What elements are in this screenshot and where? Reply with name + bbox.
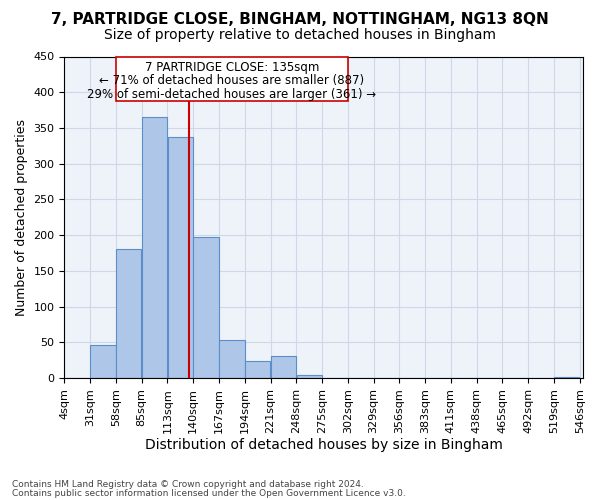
Text: 7 PARTRIDGE CLOSE: 135sqm: 7 PARTRIDGE CLOSE: 135sqm (145, 61, 319, 74)
Text: Size of property relative to detached houses in Bingham: Size of property relative to detached ho… (104, 28, 496, 42)
Bar (296, 375, 322, 378)
X-axis label: Distribution of detached houses by size in Bingham: Distribution of detached houses by size … (145, 438, 502, 452)
FancyBboxPatch shape (116, 56, 348, 101)
Bar (168, 136, 193, 378)
Bar (219, 340, 245, 378)
Text: ← 71% of detached houses are smaller (887): ← 71% of detached houses are smaller (88… (100, 74, 364, 88)
Bar (245, 361, 270, 378)
Text: 29% of semi-detached houses are larger (361) →: 29% of semi-detached houses are larger (… (88, 88, 376, 101)
Y-axis label: Number of detached properties: Number of detached properties (15, 119, 28, 316)
Bar (271, 356, 296, 378)
Bar (193, 238, 219, 378)
Bar (142, 116, 167, 378)
Text: 7, PARTRIDGE CLOSE, BINGHAM, NOTTINGHAM, NG13 8QN: 7, PARTRIDGE CLOSE, BINGHAM, NOTTINGHAM,… (51, 12, 549, 28)
Bar (116, 248, 142, 378)
Bar (91, 344, 116, 378)
Text: Contains HM Land Registry data © Crown copyright and database right 2024.: Contains HM Land Registry data © Crown c… (12, 480, 364, 489)
Bar (554, 376, 580, 378)
Text: Contains public sector information licensed under the Open Government Licence v3: Contains public sector information licen… (12, 489, 406, 498)
